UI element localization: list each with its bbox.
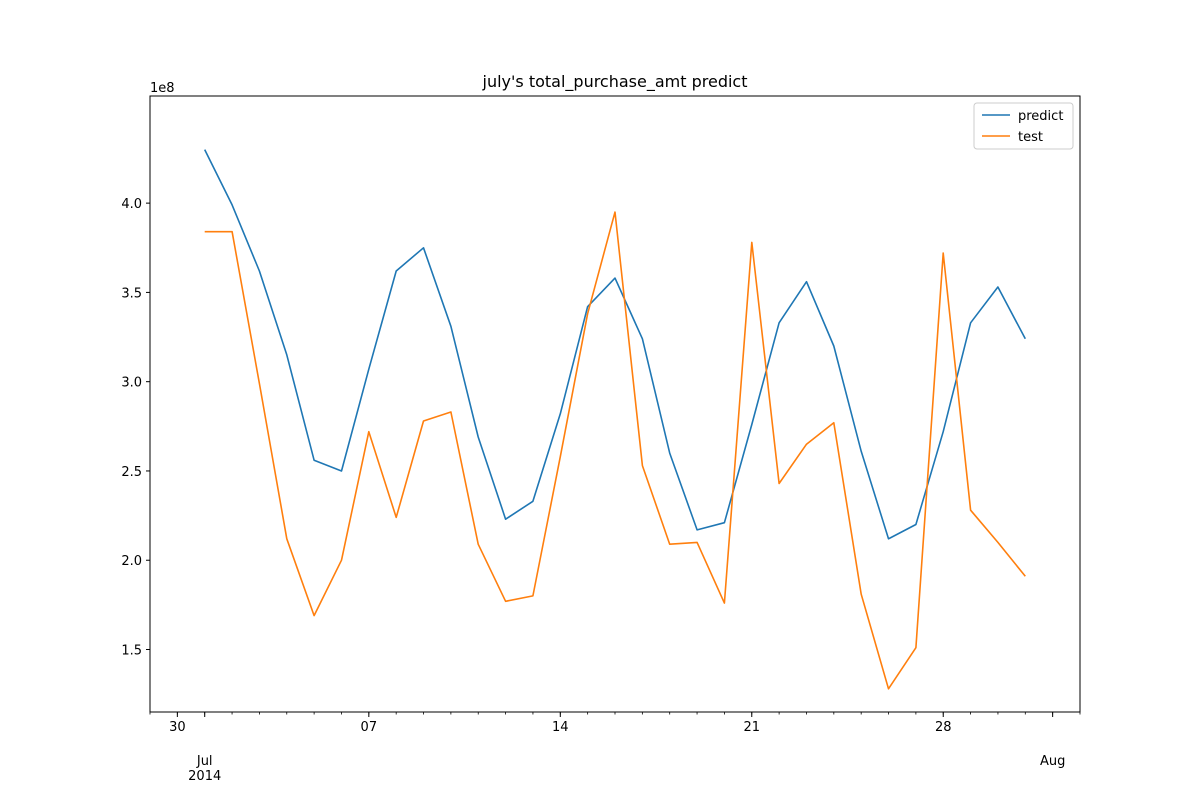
y-tick-label: 2.0 — [121, 554, 142, 569]
x-year-label: 2014 — [188, 769, 221, 784]
y-tick-label: 4.0 — [121, 197, 142, 212]
series-line-test — [204, 211, 1026, 690]
y-axis-offset-label: 1e8 — [150, 81, 175, 96]
x-tick-label: 14 — [552, 720, 569, 735]
chart-title: july's total_purchase_amt predict — [482, 72, 748, 92]
series-layer — [203, 149, 1027, 690]
x-tick-label: 07 — [361, 720, 378, 735]
x-tick-label: 21 — [743, 720, 760, 735]
series-line-predict — [203, 149, 1027, 540]
y-tick-label: 1.5 — [121, 644, 142, 659]
y-tick-label: 2.5 — [121, 465, 142, 480]
x-tick-label: 28 — [935, 720, 952, 735]
legend: predict test — [973, 102, 1074, 150]
legend-label-test: test — [1018, 130, 1043, 145]
y-tick-label: 3.0 — [121, 376, 142, 391]
x-month-label: Jul — [196, 754, 213, 769]
legend-label-predict: predict — [1018, 109, 1063, 124]
x-tick-label: 30 — [169, 720, 186, 735]
y-tick-label: 3.5 — [121, 286, 142, 301]
x-month-label: Aug — [1040, 754, 1065, 769]
